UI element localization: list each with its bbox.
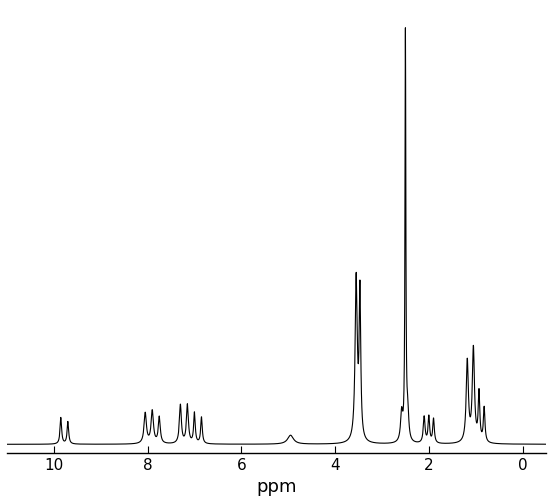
X-axis label: ppm: ppm: [256, 478, 297, 496]
